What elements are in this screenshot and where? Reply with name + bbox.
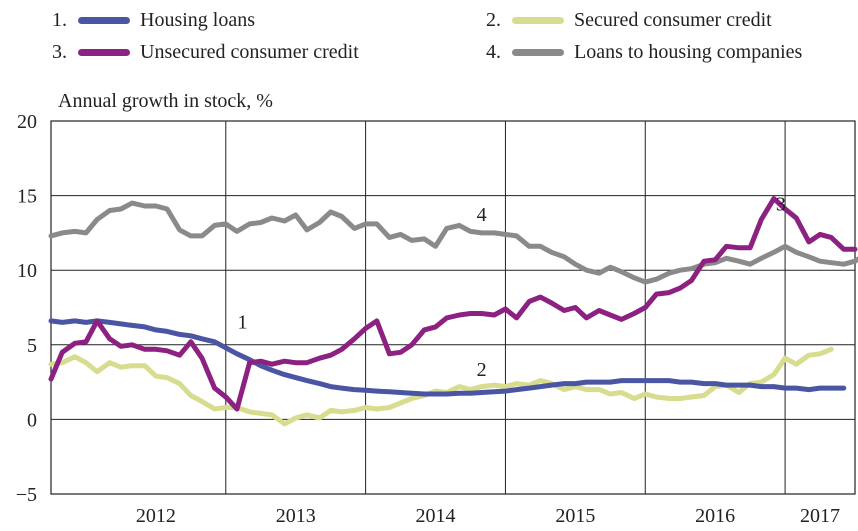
legend-number: 1. — [52, 8, 67, 31]
y-axis-label: Annual growth in stock, % — [58, 90, 273, 112]
y-tick-label: 0 — [27, 409, 37, 431]
series-label-2: 2 — [477, 359, 487, 381]
legend-swatch-blue — [78, 16, 130, 24]
y-tick-label: 10 — [17, 260, 37, 282]
series-label-4: 4 — [477, 204, 487, 226]
legend-swatch-grey — [512, 48, 564, 56]
series-line-3 — [48, 196, 858, 412]
series-label-3: 3 — [776, 194, 786, 216]
series-line-1 — [48, 318, 847, 397]
plot-frame — [50, 120, 856, 495]
y-tick-label: −5 — [16, 484, 37, 506]
x-tick-label: 2015 — [555, 505, 595, 527]
legend-item-housing-loans: 1. Housing loans — [52, 8, 255, 32]
x-tick-label: 2016 — [695, 505, 735, 527]
legend-swatch-purple — [78, 48, 130, 56]
legend-label: Loans to housing companies — [574, 40, 803, 63]
legend-swatch-yellow — [512, 16, 564, 24]
x-tick-label: 2017 — [800, 505, 840, 527]
y-tick-label: 5 — [27, 335, 37, 357]
series-line-2 — [48, 346, 834, 427]
y-tick-label: 20 — [17, 111, 37, 133]
legend-number: 2. — [486, 8, 501, 31]
legend-item-unsecured-consumer-credit: 3. Unsecured consumer credit — [52, 40, 359, 64]
legend-label: Housing loans — [140, 8, 255, 31]
legend-label: Secured consumer credit — [574, 8, 772, 31]
legend-number: 3. — [52, 40, 67, 63]
legend-item-loans-to-housing-companies: 4. Loans to housing companies — [486, 40, 802, 64]
legend-number: 4. — [486, 40, 501, 63]
x-tick-label: 2014 — [416, 505, 456, 527]
x-tick-label: 2012 — [136, 505, 176, 527]
series-label-1: 1 — [238, 311, 248, 333]
legend-label: Unsecured consumer credit — [140, 40, 359, 63]
legend-item-secured-consumer-credit: 2. Secured consumer credit — [486, 8, 772, 32]
y-tick-label: 15 — [17, 186, 37, 208]
x-tick-label: 2013 — [276, 505, 316, 527]
series-line-4 — [48, 200, 858, 285]
